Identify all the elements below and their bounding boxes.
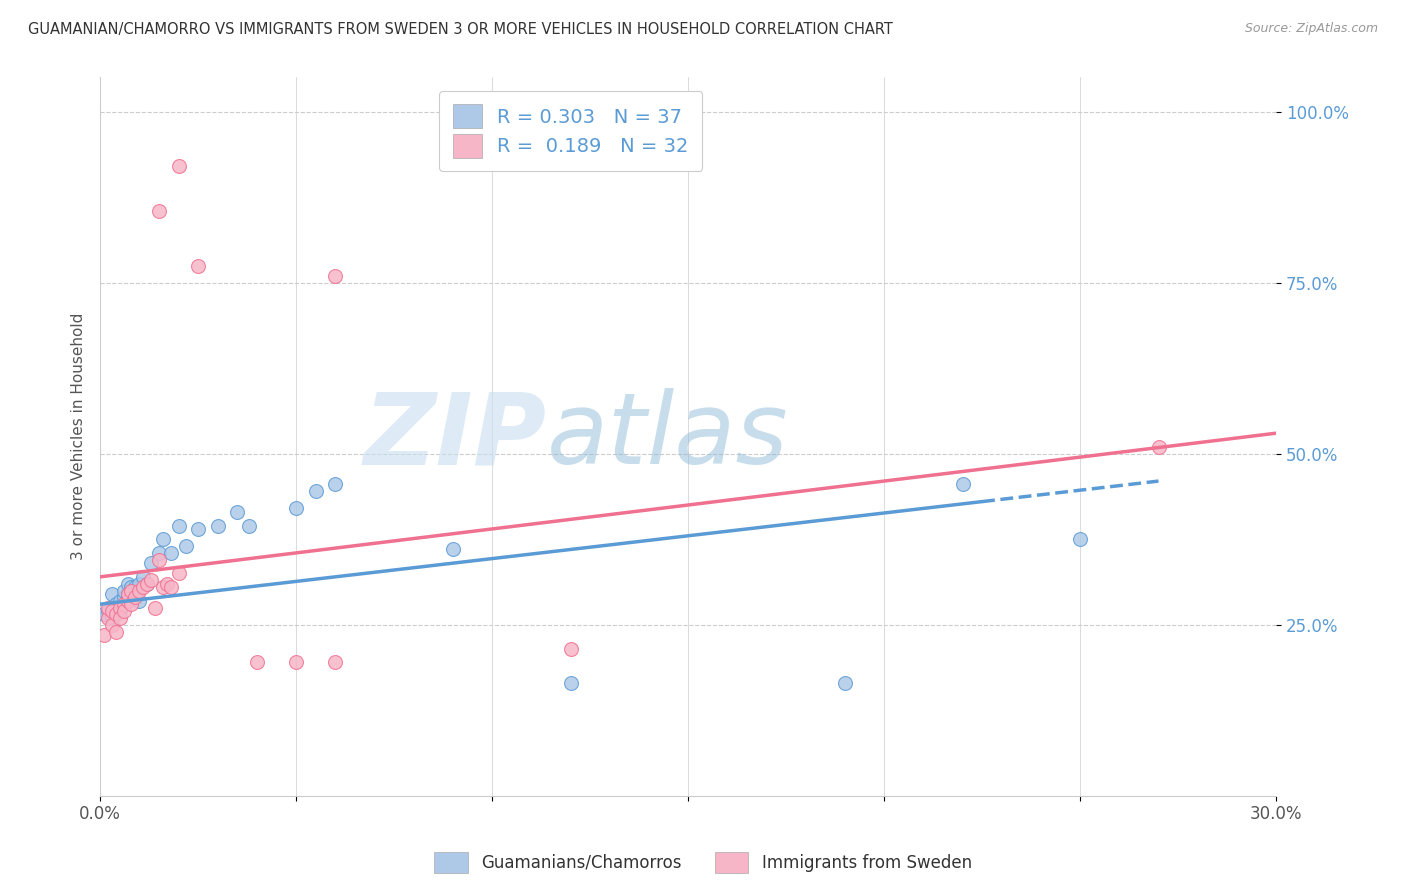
Point [323,268,346,283]
Point [108,611,131,625]
Legend: Guamanians/Chamorros, Immigrants from Sweden: Guamanians/Chamorros, Immigrants from Sw… [427,846,979,880]
Point [148,553,170,567]
Point [323,656,346,670]
Point [128,583,150,598]
Point [97,611,120,625]
Point [285,656,308,670]
Point [117,594,139,608]
Point [136,576,159,591]
Point [101,604,124,618]
Point [117,576,139,591]
Point [152,533,174,547]
Point [167,566,190,581]
Point [1147,440,1170,454]
Point [148,203,170,218]
Point [121,587,143,601]
Point [108,604,131,618]
Point [560,676,582,690]
Point [148,546,170,560]
Point [117,587,139,601]
Point [285,501,308,516]
Point [101,617,124,632]
Point [207,518,229,533]
Point [121,597,143,611]
Point [1069,533,1091,547]
Text: GUAMANIAN/CHAMORRO VS IMMIGRANTS FROM SWEDEN 3 OR MORE VEHICLES IN HOUSEHOLD COR: GUAMANIAN/CHAMORRO VS IMMIGRANTS FROM SW… [28,22,893,37]
Point [112,597,135,611]
Point [136,576,159,591]
Point [834,676,856,690]
Point [187,522,209,536]
Point [305,484,328,499]
Point [159,546,181,560]
Point [117,587,139,601]
Point [139,574,162,588]
Point [952,477,974,491]
Point [101,611,124,625]
Point [108,600,131,615]
Point [167,518,190,533]
Point [104,607,127,622]
Point [176,539,198,553]
Point [187,259,209,273]
Text: Source: ZipAtlas.com: Source: ZipAtlas.com [1244,22,1378,36]
Point [323,477,346,491]
Point [112,591,135,605]
Point [93,628,115,642]
Point [132,570,155,584]
Point [124,591,146,605]
Point [167,160,190,174]
Point [97,604,120,618]
Point [104,600,127,615]
Point [441,542,464,557]
Point [112,583,135,598]
Point [139,556,162,570]
Point [104,597,127,611]
Point [124,580,146,594]
Point [152,580,174,594]
Point [238,518,260,533]
Point [104,624,127,639]
Point [128,594,150,608]
Point [132,580,155,594]
Point [97,600,120,615]
Point [226,505,249,519]
Legend: R = 0.303   N = 37, R =  0.189   N = 32: R = 0.303 N = 37, R = 0.189 N = 32 [439,91,703,171]
Point [121,583,143,598]
Point [121,580,143,594]
Point [156,576,179,591]
Point [112,604,135,618]
Point [128,576,150,591]
Point [560,641,582,656]
Point [93,607,115,622]
Point [101,587,124,601]
Point [108,594,131,608]
Point [143,600,166,615]
Text: atlas: atlas [547,388,789,485]
Text: ZIP: ZIP [364,388,547,485]
Y-axis label: 3 or more Vehicles in Household: 3 or more Vehicles in Household [72,313,86,560]
Point [159,580,181,594]
Point [246,656,269,670]
